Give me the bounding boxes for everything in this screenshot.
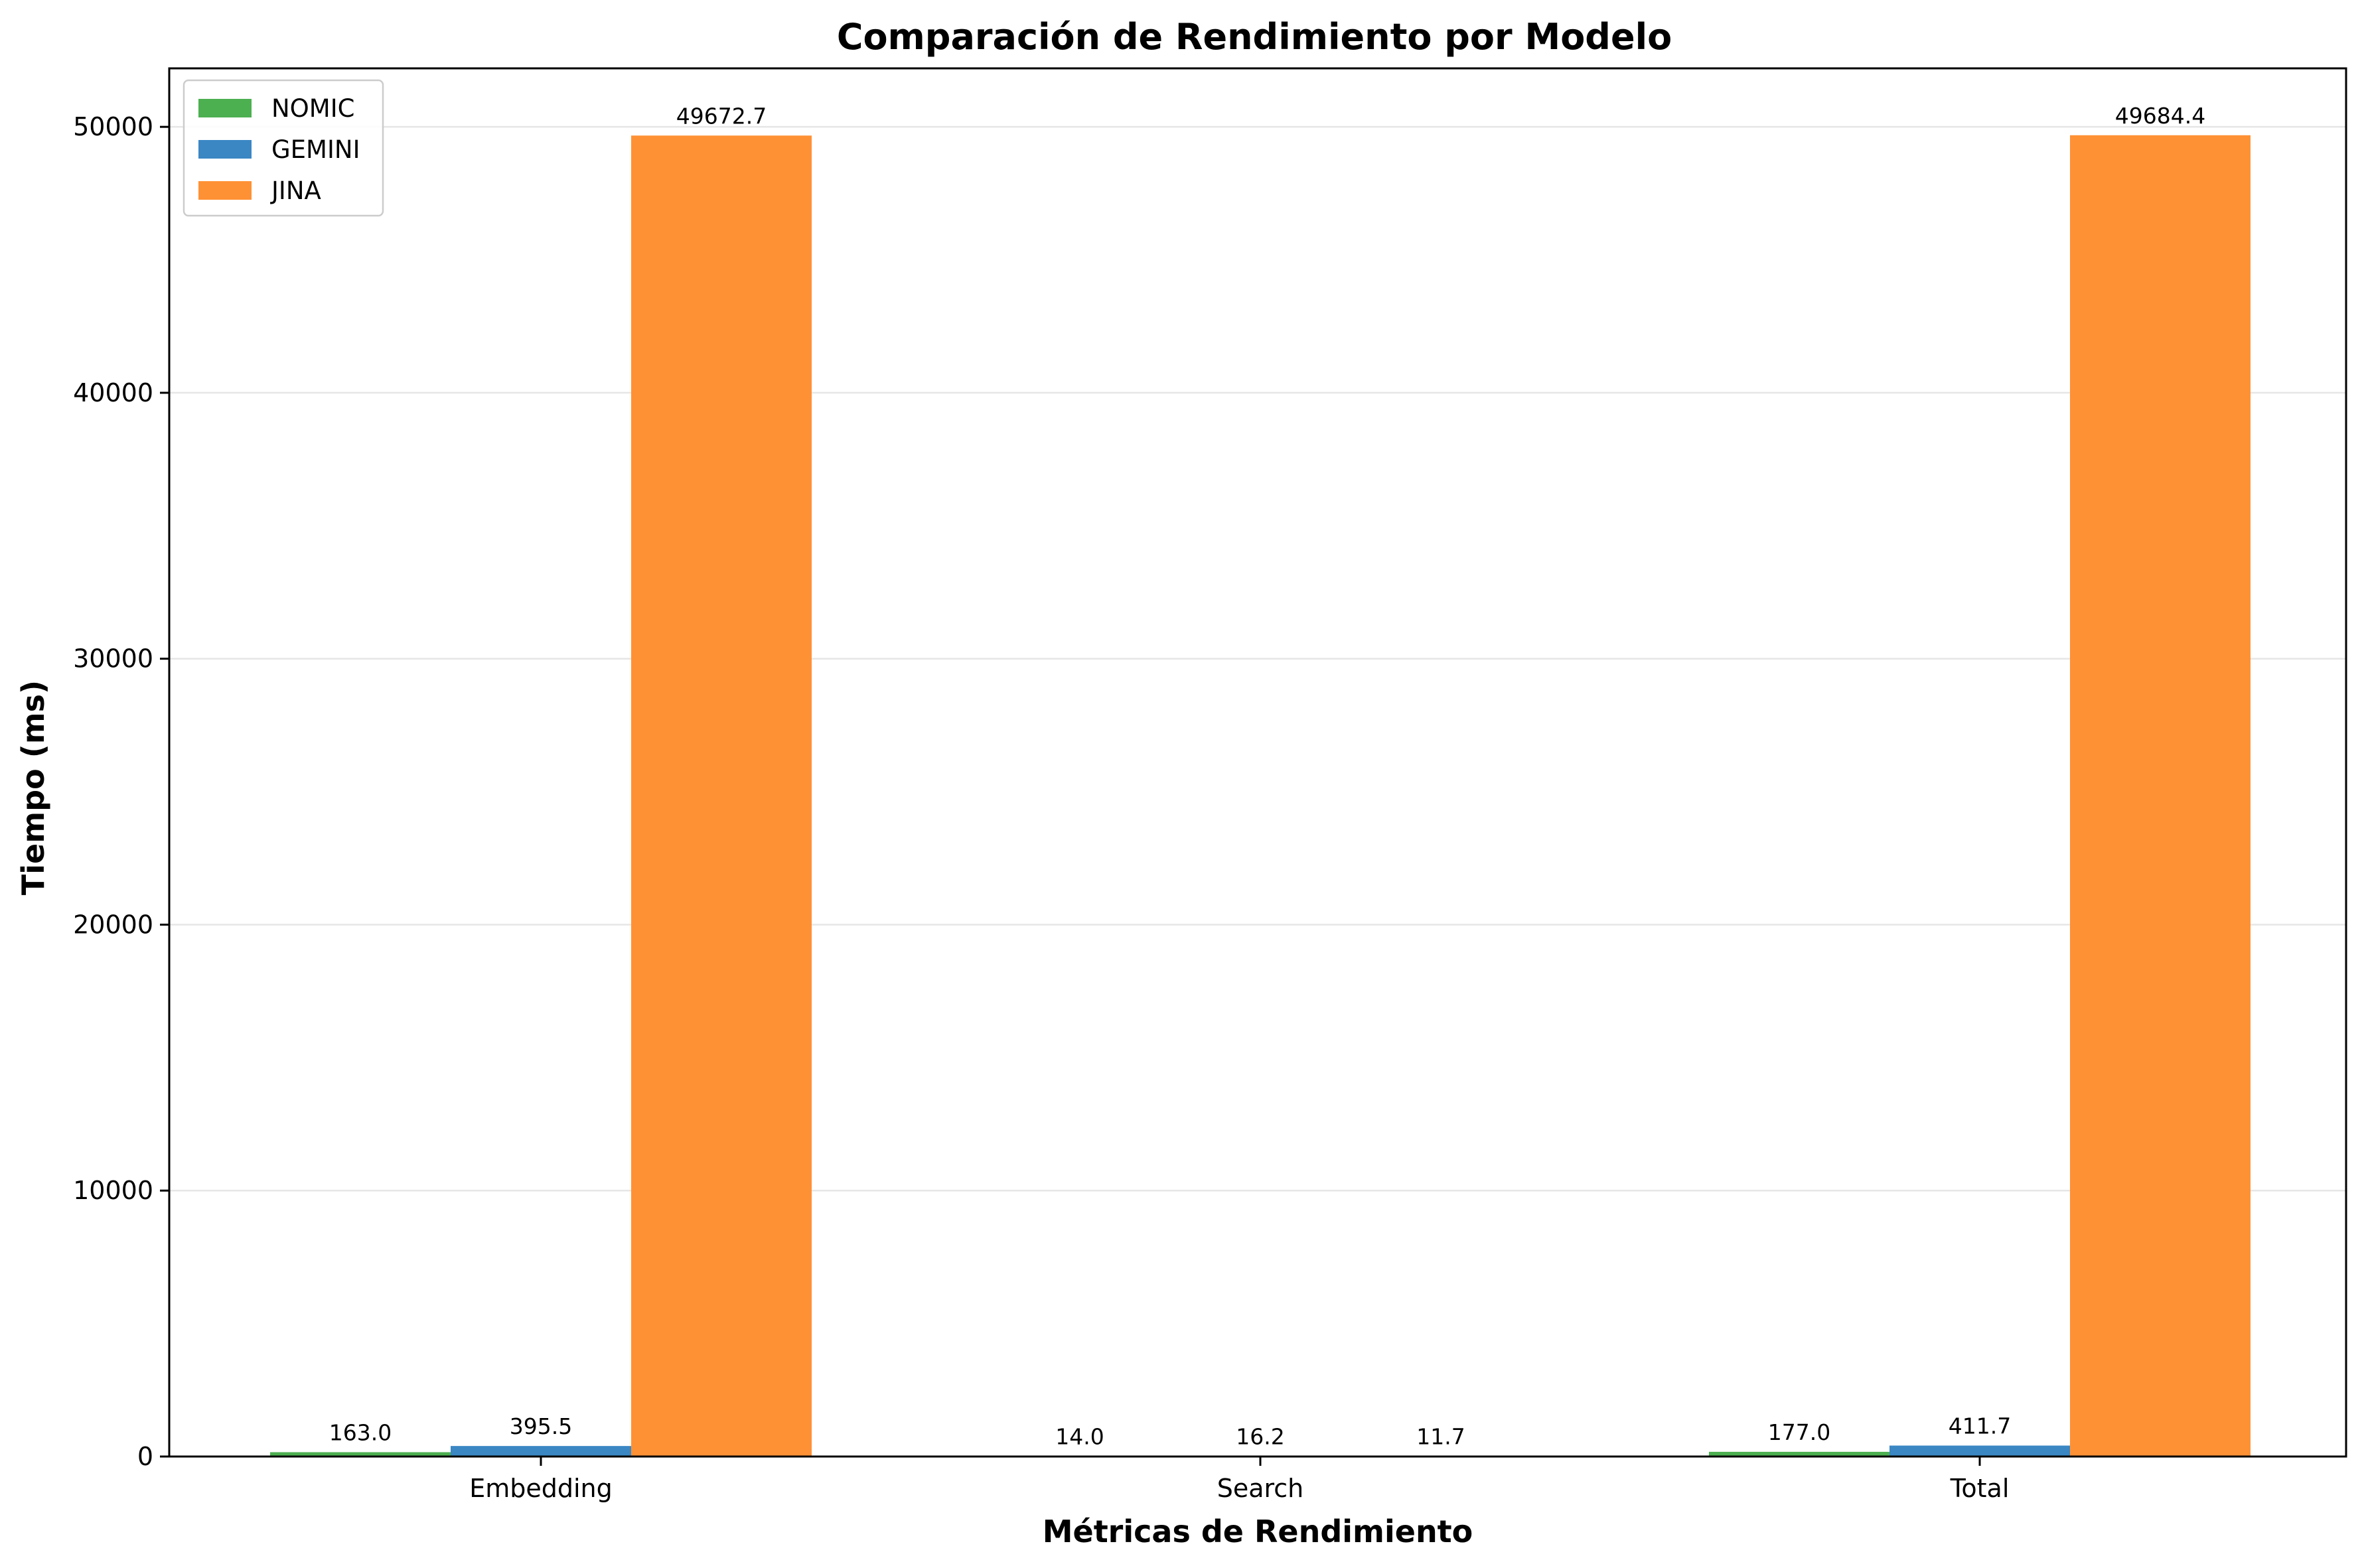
bar-value-label: 395.5 [510, 1413, 572, 1439]
y-tick-label: 50000 [73, 112, 153, 141]
bar-jina-embedding [631, 135, 812, 1457]
bar-value-label: 411.7 [1949, 1413, 2011, 1439]
bar-jina-total [2070, 135, 2251, 1457]
bar-value-label: 177.0 [1768, 1419, 1830, 1445]
bar-value-label: 16.2 [1236, 1423, 1284, 1449]
bar-value-label: 163.0 [329, 1419, 392, 1445]
bar-gemini-total [1889, 1445, 2070, 1457]
legend-swatch-jina [198, 181, 252, 200]
y-tick-label: 10000 [73, 1176, 153, 1205]
legend-label-nomic: NOMIC [271, 94, 354, 123]
y-tick-label: 20000 [73, 910, 153, 939]
x-axis-ticks: Embedding Search Total [469, 1457, 2009, 1503]
bar-value-label: 11.7 [1416, 1424, 1465, 1450]
bar-gemini-embedding [451, 1446, 631, 1457]
plot-frame [168, 67, 2347, 1458]
x-axis-label: Métricas de Rendimiento [1043, 1514, 1473, 1549]
bar-value-label: 49672.7 [676, 103, 767, 129]
bar-value-label: 49684.4 [2115, 103, 2205, 129]
legend-label-jina: JINA [270, 177, 321, 205]
bar-value-labels: 163.0 395.5 49672.7 14.0 16.2 11.7 177.0 411.7 4… [329, 103, 2205, 1450]
y-tick-label: 30000 [73, 644, 153, 674]
legend: NOMIC GEMINI JINA [183, 79, 384, 217]
bars [270, 135, 2251, 1457]
chart-title: Comparación de Rendimiento por Modelo [837, 16, 1672, 58]
legend-label-gemini: GEMINI [271, 135, 360, 164]
x-tick-label: Search [1217, 1474, 1304, 1503]
legend-swatch-gemini [198, 140, 252, 159]
y-tick-label: 40000 [73, 378, 153, 407]
y-axis-label: Tiempo (ms) [15, 680, 51, 895]
legend-swatch-nomic [198, 99, 252, 117]
bar-nomic-total [1709, 1451, 1889, 1457]
y-axis-ticks: 0 10000 20000 30000 40000 50000 [73, 112, 169, 1471]
y-tick-label: 0 [137, 1442, 153, 1471]
x-tick-label: Embedding [469, 1474, 613, 1503]
bar-value-label: 14.0 [1055, 1423, 1104, 1449]
y-gridlines [169, 125, 2346, 1192]
x-tick-label: Total [1950, 1474, 2010, 1503]
bar-nomic-embedding [270, 1452, 451, 1457]
